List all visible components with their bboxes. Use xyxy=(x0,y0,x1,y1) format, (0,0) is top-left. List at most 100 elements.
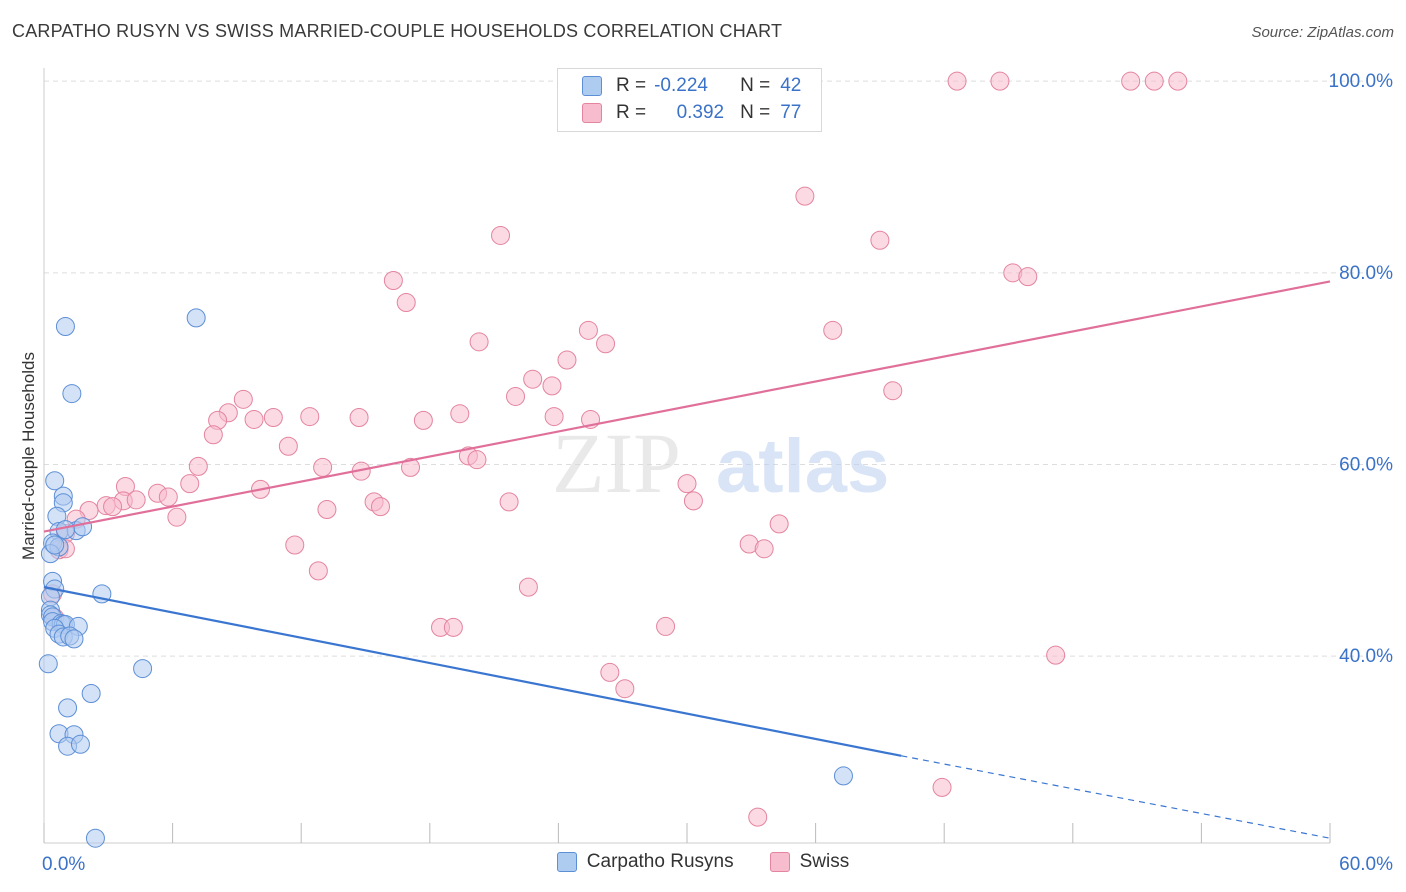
swiss-point-46 xyxy=(158,487,178,507)
carpatho-rusyns-point-30 xyxy=(38,654,58,674)
watermark-atlas: atlas xyxy=(716,424,889,509)
swiss-point-65 xyxy=(518,577,538,597)
legend-item-swiss[interactable]: Swiss xyxy=(769,851,850,873)
watermark-zip: ZIP xyxy=(552,415,681,511)
swiss-point-12 xyxy=(578,320,598,340)
legend-item-carpatho-rusyns[interactable]: Carpatho Rusyns xyxy=(556,851,734,873)
r-value: -0.224 xyxy=(654,75,708,96)
legend-row-carpatho-rusyns: R = -0.224 N = 42 xyxy=(582,74,801,98)
y-axis-label: Married-couple Households xyxy=(19,352,38,560)
swiss-point-49 xyxy=(103,497,123,517)
legend-label-carpatho-rusyns: Carpatho Rusyns xyxy=(586,851,734,872)
carpatho-rusyns-point-40 xyxy=(45,535,65,555)
swiss-point-33 xyxy=(278,436,298,456)
carpatho-rusyns-point-37 xyxy=(70,734,90,754)
carpatho-rusyns-points xyxy=(38,308,853,848)
stats-legend: R = -0.224 N = 42 R = 0.392 N = 77 xyxy=(557,68,822,132)
carpatho-rusyns-trend-extension xyxy=(901,755,1331,839)
n-label: N = xyxy=(740,102,771,123)
swiss-point-26 xyxy=(300,407,320,427)
swiss-point-52 xyxy=(317,500,337,520)
y-tick-label-80: 80.0% xyxy=(1339,263,1393,284)
carpatho-rusyns-point-32 xyxy=(81,684,101,704)
chart-title: CARPATHO RUSYN VS SWISS MARRIED-COUPLE H… xyxy=(12,21,783,41)
swiss-point-1 xyxy=(990,71,1010,91)
carpatho-rusyns-trend-line xyxy=(43,586,902,757)
x-tick-label-60: 60.0% xyxy=(1339,854,1393,875)
swiss-point-24 xyxy=(244,409,264,429)
carpatho-rusyns-swatch xyxy=(582,76,602,96)
grid-lines xyxy=(44,80,1366,657)
swiss-point-45 xyxy=(126,490,146,510)
swiss-point-0 xyxy=(947,71,967,91)
swiss-point-35 xyxy=(467,450,487,470)
swiss-points xyxy=(43,71,1188,827)
watermark: ZIP atlas xyxy=(552,415,889,511)
swiss-point-53 xyxy=(499,492,519,512)
swiss-point-2 xyxy=(1121,71,1141,91)
swiss-point-17 xyxy=(523,369,543,389)
legend-label-swiss: Swiss xyxy=(799,851,850,872)
swiss-point-73 xyxy=(615,679,635,699)
carpatho-rusyns-point-2 xyxy=(62,384,82,404)
swiss-point-72 xyxy=(600,662,620,682)
swiss-point-18 xyxy=(542,376,562,396)
swiss-point-27 xyxy=(349,408,369,428)
swiss-trend-line xyxy=(43,280,1331,533)
carpatho-rusyns-point-1 xyxy=(186,308,206,328)
y-tick-label-40: 40.0% xyxy=(1339,646,1393,667)
carpatho-rusyns-point-38 xyxy=(833,766,853,786)
swiss-point-5 xyxy=(795,186,815,206)
swiss-point-60 xyxy=(754,539,774,559)
r-label: R = xyxy=(616,75,647,96)
y-tick-label-100: 100.0% xyxy=(1329,71,1394,92)
n-value: 42 xyxy=(780,75,802,96)
swiss-legend-swatch xyxy=(769,852,790,872)
swiss-swatch xyxy=(582,103,602,123)
swiss-point-56 xyxy=(167,507,187,527)
swiss-point-61 xyxy=(285,535,305,555)
swiss-point-11 xyxy=(396,293,416,313)
swiss-point-29 xyxy=(450,404,470,424)
carpatho-rusyns-point-39 xyxy=(85,828,105,848)
swiss-point-71 xyxy=(1046,645,1066,665)
swiss-point-15 xyxy=(596,334,616,354)
swiss-point-67 xyxy=(443,617,463,637)
source-credit: Source: ZipAtlas.com xyxy=(1251,24,1394,41)
swiss-point-76 xyxy=(677,474,697,494)
swiss-point-36 xyxy=(188,456,208,476)
swiss-point-14 xyxy=(469,332,489,352)
y-tick-label-60: 60.0% xyxy=(1339,454,1393,475)
swiss-point-32 xyxy=(203,425,223,445)
swiss-point-39 xyxy=(401,457,421,477)
carpatho-rusyns-point-31 xyxy=(133,659,153,679)
r-value: 0.392 xyxy=(676,102,725,123)
tick-labels: 40.0% 60.0% 80.0% 100.0% 0.0% 60.0% xyxy=(42,71,1393,875)
n-value: 77 xyxy=(780,102,802,123)
n-label: N = xyxy=(740,75,771,96)
swiss-point-75 xyxy=(748,807,768,827)
swiss-point-13 xyxy=(823,320,843,340)
swiss-point-16 xyxy=(557,350,577,370)
swiss-point-9 xyxy=(1018,267,1038,287)
swiss-point-4 xyxy=(1168,71,1188,91)
swiss-point-7 xyxy=(870,230,890,250)
carpatho-rusyns-point-9 xyxy=(73,517,93,537)
swiss-point-37 xyxy=(313,457,333,477)
swiss-point-28 xyxy=(413,410,433,430)
swiss-point-6 xyxy=(491,225,511,245)
axes xyxy=(43,68,1331,844)
carpatho-rusyns-legend-swatch xyxy=(556,852,577,872)
swiss-point-58 xyxy=(769,514,789,534)
swiss-point-64 xyxy=(308,561,328,581)
swiss-point-68 xyxy=(656,616,676,636)
swiss-point-40 xyxy=(180,474,200,494)
swiss-point-25 xyxy=(263,408,283,428)
carpatho-rusyns-point-33 xyxy=(58,698,78,718)
swiss-point-51 xyxy=(371,497,391,517)
carpatho-rusyns-point-3 xyxy=(45,471,65,491)
swiss-point-10 xyxy=(383,270,403,290)
swiss-point-3 xyxy=(1144,71,1164,91)
carpatho-rusyns-point-29 xyxy=(64,629,84,649)
